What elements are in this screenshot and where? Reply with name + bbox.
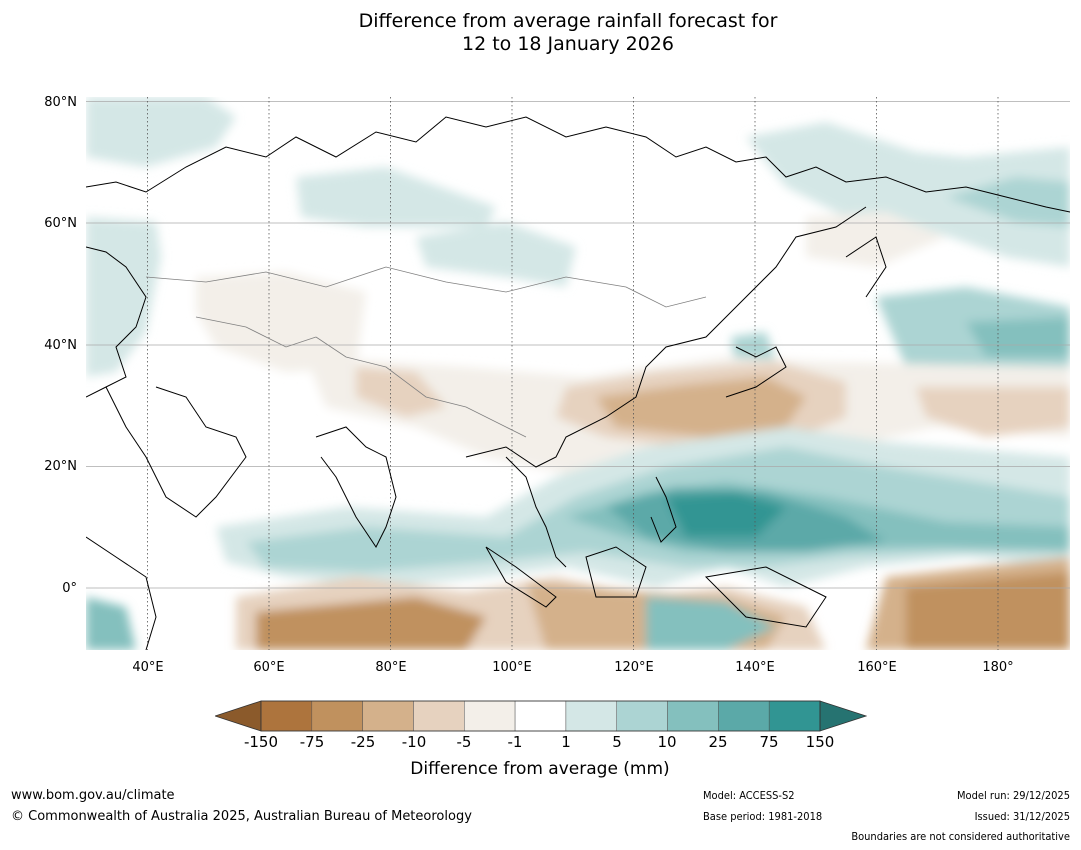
colorbar-segment-5 — [464, 700, 516, 732]
coastline-india — [315, 426, 397, 548]
title-line-2: 12 to 18 January 2026 — [462, 33, 674, 55]
wet-region-scandinavia — [86, 217, 161, 377]
colorbar-tick-10: 75 — [759, 733, 779, 751]
lat-label-80n: 80°N — [44, 95, 77, 110]
footer-disclaimer: Boundaries are not considered authoritat… — [851, 830, 1070, 843]
wet-region-coral-sea — [646, 597, 776, 650]
footer-model-run: Model run: 29/12/2025 — [957, 789, 1070, 802]
colorbar-tick-7: 5 — [612, 733, 622, 751]
colorbar-segment-9 — [667, 700, 719, 732]
lon-label-140e: 140°E — [735, 660, 775, 675]
wet-region-ural — [296, 167, 496, 227]
colorbar-tick-2: -25 — [350, 733, 376, 751]
coastline-kamchatka — [845, 236, 887, 298]
colorbar-segment-11 — [768, 700, 821, 732]
lon-label-40e: 40°E — [132, 660, 164, 675]
coastline-indochina — [505, 456, 567, 568]
lon-label-80e: 80°E — [375, 660, 407, 675]
colorbar-tick-3: -10 — [401, 733, 427, 751]
coastline-europe — [86, 246, 147, 398]
border-russia-south — [145, 266, 707, 308]
wet-region-north-pacific-core — [966, 317, 1070, 357]
colorbar-segment-4 — [413, 700, 465, 732]
colorbar-tick-0: -150 — [243, 733, 279, 751]
dry-region-north-pacific — [806, 212, 946, 267]
colorbar-tick-8: 10 — [657, 733, 677, 751]
colorbar-segment-2 — [311, 700, 363, 732]
border-china-west — [315, 336, 527, 438]
dry-region-central-asia — [196, 272, 366, 372]
colorbar-segment-7 — [565, 700, 617, 732]
colorbar-tick-4: -5 — [456, 733, 472, 751]
wet-region-south-indian — [86, 597, 136, 650]
colorbar-tick-9: 25 — [708, 733, 728, 751]
lon-label-120e: 120°E — [614, 660, 654, 675]
map-title: Difference from average rainfall forecas… — [0, 10, 1081, 56]
coastlines — [86, 116, 1070, 650]
coastline-east-asia — [465, 206, 867, 468]
colorbar-segment-1 — [260, 700, 313, 732]
colorbar-segment-6 — [514, 700, 567, 732]
lat-label-60n: 60°N — [44, 216, 77, 231]
coastline-arctic — [86, 116, 1070, 213]
colorbar-tick-1: -75 — [299, 733, 325, 751]
footer-base-period: Base period: 1981-2018 — [703, 810, 823, 823]
colorbar-tick-5: -1 — [507, 733, 523, 751]
dry-region-tibet — [356, 367, 446, 417]
colorbar-extend-low — [215, 700, 262, 732]
wet-region-far-east-north — [746, 122, 1070, 267]
lon-label-100e: 100°E — [492, 660, 532, 675]
coastline-philippines — [650, 476, 677, 543]
colorbar-extend-high — [819, 700, 867, 732]
lon-label-160e: 160°E — [857, 660, 897, 675]
coastline-new-guinea — [704, 566, 827, 628]
lat-label-0: 0° — [62, 581, 77, 596]
colorbar-title: Difference from average (mm) — [410, 759, 670, 779]
lon-label-60e: 60°E — [253, 660, 285, 675]
wet-region-arctic-west — [86, 97, 236, 167]
coastline-africa — [86, 536, 157, 650]
latitude-gridlines — [86, 101, 1070, 589]
colorbar-segment-3 — [362, 700, 414, 732]
title-line-1: Difference from average rainfall forecas… — [358, 10, 778, 32]
footer-issued: Issued: 31/12/2025 — [974, 810, 1070, 823]
dry-region-pacific-east — [916, 387, 1070, 437]
colorbar-tick-11: 150 — [805, 733, 835, 751]
border-central-asia — [195, 316, 317, 348]
lon-label-180: 180° — [982, 660, 1014, 675]
dry-region-pacific-south-core — [906, 572, 1070, 650]
colorbar-segment-8 — [616, 700, 668, 732]
wet-region-siberia — [416, 222, 576, 287]
anomaly-contours — [86, 97, 1070, 650]
coastline-borneo — [585, 546, 647, 598]
colorbar-tick-6: 1 — [561, 733, 571, 751]
footer-model: Model: ACCESS-S2 — [703, 789, 795, 802]
dry-region-china-core — [596, 377, 806, 437]
colorbar-segments — [215, 700, 867, 732]
longitude-gridlines — [147, 97, 999, 650]
coastline-arabia — [105, 386, 247, 518]
country-borders — [145, 266, 707, 438]
coastline-sumatra — [485, 546, 557, 608]
lat-label-40n: 40°N — [44, 338, 77, 353]
dry-region-indian-ocean-core — [256, 597, 486, 650]
footer-copyright: © Commonwealth of Australia 2025, Austra… — [11, 809, 472, 824]
lat-label-20n: 20°N — [44, 459, 77, 474]
colorbar-segment-10 — [718, 700, 770, 732]
coastline-japan — [725, 346, 787, 398]
footer-website-link[interactable]: www.bom.gov.au/climate — [11, 788, 175, 803]
rainfall-anomaly-map — [86, 97, 1070, 650]
colorbar — [215, 700, 867, 732]
colorbar-outline — [260, 700, 821, 732]
wet-region-philippine-sea-core — [666, 492, 786, 537]
